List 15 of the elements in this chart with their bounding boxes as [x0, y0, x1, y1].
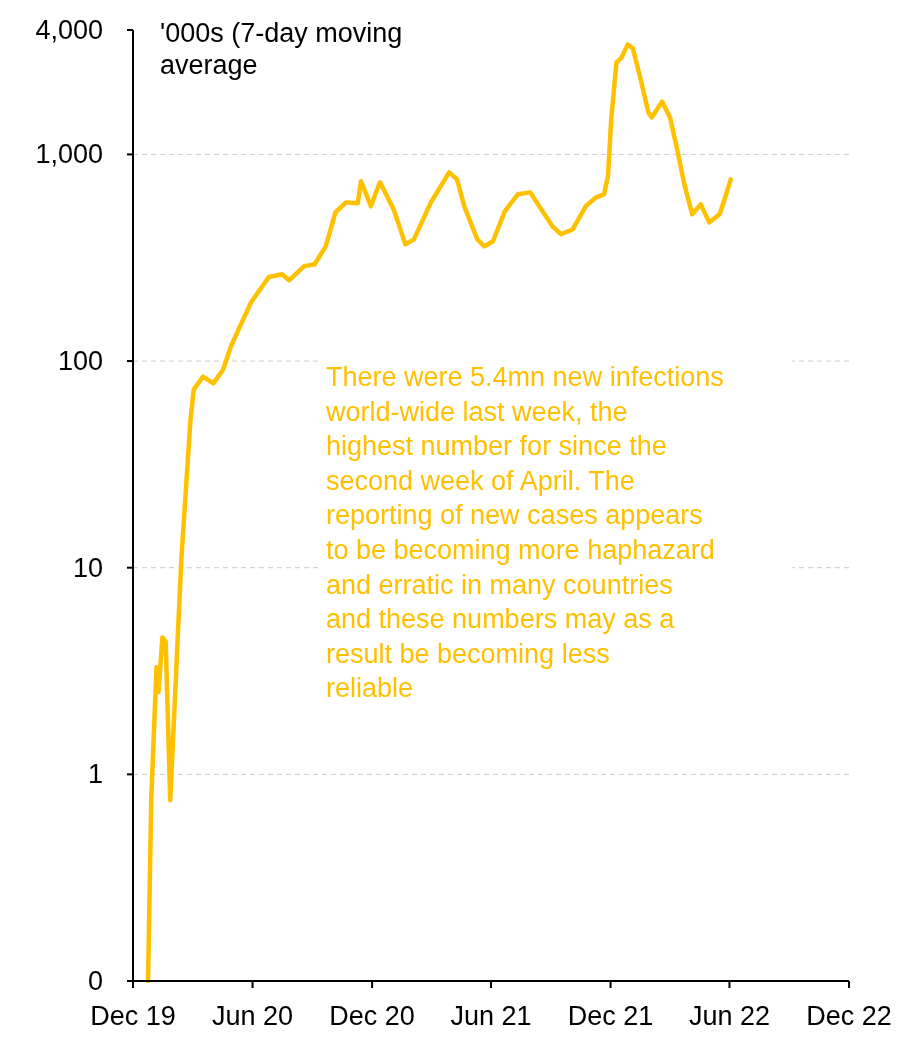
x-tick-label: Dec 19 — [90, 1001, 176, 1031]
y-tick-label: 1 — [87, 759, 103, 790]
y-tick-label: 0 — [87, 966, 103, 996]
x-tick-label: Dec 22 — [806, 1001, 892, 1031]
x-tick-label: Jun 21 — [450, 1001, 532, 1031]
y-tick-label: 1,000 — [35, 139, 103, 170]
x-tick-label: Jun 22 — [688, 1001, 770, 1031]
y-tick-label: 10 — [72, 552, 103, 583]
x-tick-label: Dec 20 — [329, 1001, 415, 1031]
x-tick-label: Dec 21 — [567, 1001, 654, 1031]
x-tick-label: Jun 20 — [212, 1001, 294, 1031]
text: There were 5.4mn new infections world-wide last week, the highest number for since the second week of April. The reporting of new cases appears to be becoming more haphazard and erratic in many countries and these numbers may as a result be becoming less reliable — [326, 362, 724, 704]
y-tick-label: 100 — [57, 346, 103, 377]
y-axis-title: '000s (7-day moving average — [160, 18, 403, 80]
y-tick-label: 4,000 — [35, 15, 103, 45]
